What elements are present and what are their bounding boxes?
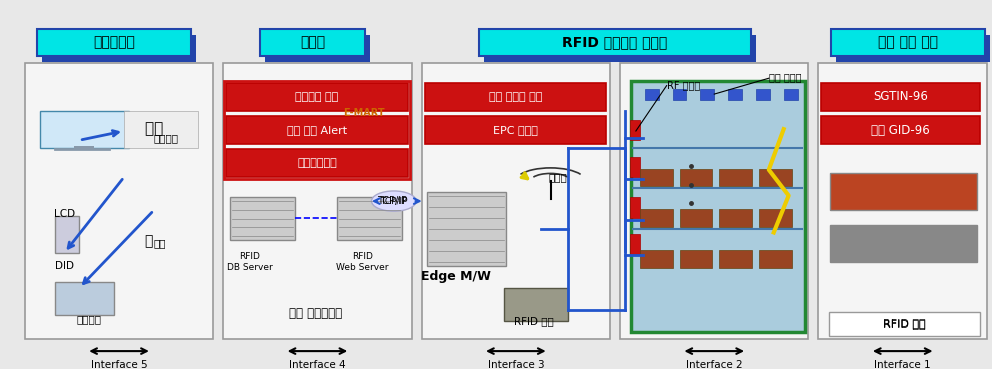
FancyBboxPatch shape <box>427 192 506 266</box>
FancyBboxPatch shape <box>40 111 129 148</box>
FancyBboxPatch shape <box>830 225 977 262</box>
FancyBboxPatch shape <box>818 63 987 339</box>
Text: EPC 필터링: EPC 필터링 <box>493 125 538 135</box>
FancyBboxPatch shape <box>756 89 770 100</box>
FancyBboxPatch shape <box>680 209 712 227</box>
FancyBboxPatch shape <box>124 111 198 148</box>
FancyBboxPatch shape <box>55 216 79 253</box>
Text: E-MART: E-MART <box>343 107 385 118</box>
FancyBboxPatch shape <box>55 282 114 315</box>
FancyBboxPatch shape <box>835 35 990 62</box>
FancyBboxPatch shape <box>483 35 756 62</box>
Text: 디스플레이: 디스플레이 <box>93 35 135 49</box>
FancyBboxPatch shape <box>719 169 752 186</box>
Text: 👩‍💻: 👩‍💻 <box>145 122 163 137</box>
Text: 응용 소프트웨어: 응용 소프트웨어 <box>289 307 342 320</box>
Text: DID: DID <box>55 261 74 271</box>
Text: Interface 4: Interface 4 <box>289 360 346 369</box>
FancyBboxPatch shape <box>620 63 808 339</box>
FancyBboxPatch shape <box>226 116 408 144</box>
FancyBboxPatch shape <box>422 63 610 339</box>
FancyBboxPatch shape <box>74 146 94 149</box>
Text: RFID 태그: RFID 태그 <box>884 319 926 329</box>
Text: TCP/IP: TCP/IP <box>377 196 407 206</box>
FancyBboxPatch shape <box>640 169 673 186</box>
Text: 선반상품 목록: 선반상품 목록 <box>296 92 338 102</box>
Text: 리더 스위칭 제어: 리더 스위칭 제어 <box>489 92 542 102</box>
FancyBboxPatch shape <box>630 157 640 177</box>
FancyBboxPatch shape <box>640 250 673 268</box>
Text: RFID 태그: RFID 태그 <box>884 318 926 328</box>
Text: RFID
DB Server: RFID DB Server <box>227 252 273 272</box>
Text: 관리 효율 Alert: 관리 효율 Alert <box>287 125 347 135</box>
Ellipse shape <box>371 191 417 211</box>
Text: 🧑: 🧑 <box>145 235 153 249</box>
FancyBboxPatch shape <box>719 250 752 268</box>
Text: 스마트폰: 스마트폰 <box>76 314 102 324</box>
FancyBboxPatch shape <box>680 250 712 268</box>
Text: Interface 2: Interface 2 <box>685 360 743 369</box>
Text: 매장직원: 매장직원 <box>154 133 179 144</box>
FancyBboxPatch shape <box>337 197 402 240</box>
FancyBboxPatch shape <box>226 83 408 111</box>
FancyBboxPatch shape <box>230 197 295 240</box>
FancyBboxPatch shape <box>266 35 369 62</box>
FancyBboxPatch shape <box>425 116 606 144</box>
FancyBboxPatch shape <box>478 29 752 56</box>
Text: 고객: 고객 <box>154 238 167 249</box>
FancyBboxPatch shape <box>645 89 659 100</box>
FancyBboxPatch shape <box>728 89 742 100</box>
Text: RFID
Web Server: RFID Web Server <box>336 252 388 272</box>
FancyBboxPatch shape <box>38 29 190 56</box>
FancyBboxPatch shape <box>25 63 213 339</box>
Text: Interface 3: Interface 3 <box>487 360 545 369</box>
FancyBboxPatch shape <box>630 197 640 218</box>
Text: RFID 전자선반 시스템: RFID 전자선반 시스템 <box>562 35 668 49</box>
Text: 상품상세정보: 상품상세정보 <box>297 158 337 168</box>
FancyBboxPatch shape <box>759 169 792 186</box>
Text: SGTIN-96: SGTIN-96 <box>873 90 929 103</box>
Text: Interface 1: Interface 1 <box>874 360 931 369</box>
FancyBboxPatch shape <box>830 173 977 210</box>
FancyBboxPatch shape <box>226 149 408 177</box>
FancyBboxPatch shape <box>719 209 752 227</box>
Text: TCP/IP: TCP/IP <box>380 197 408 206</box>
FancyBboxPatch shape <box>831 29 984 56</box>
FancyBboxPatch shape <box>673 89 686 100</box>
Text: LCD: LCD <box>54 209 75 219</box>
Text: 리더 안테나: 리더 안테나 <box>769 72 802 83</box>
FancyBboxPatch shape <box>700 89 714 100</box>
FancyBboxPatch shape <box>425 83 606 111</box>
FancyBboxPatch shape <box>821 83 980 111</box>
FancyBboxPatch shape <box>260 29 365 56</box>
Text: Edge M/W: Edge M/W <box>422 270 491 283</box>
FancyBboxPatch shape <box>821 116 980 144</box>
FancyBboxPatch shape <box>829 312 980 336</box>
FancyBboxPatch shape <box>640 209 673 227</box>
FancyBboxPatch shape <box>223 63 412 339</box>
FancyBboxPatch shape <box>504 288 568 321</box>
Text: 자체 GID-96: 자체 GID-96 <box>871 124 930 137</box>
Text: Interface 5: Interface 5 <box>90 360 148 369</box>
FancyBboxPatch shape <box>784 89 798 100</box>
FancyBboxPatch shape <box>680 169 712 186</box>
Text: RF 스위치: RF 스위치 <box>667 80 700 90</box>
Text: 육류 부착 태그: 육류 부착 태그 <box>878 35 937 49</box>
FancyBboxPatch shape <box>42 35 196 62</box>
Text: 무선랜: 무선랜 <box>549 172 566 182</box>
FancyBboxPatch shape <box>630 234 640 255</box>
FancyBboxPatch shape <box>631 81 805 332</box>
Text: 호스트: 호스트 <box>300 35 325 49</box>
FancyBboxPatch shape <box>759 250 792 268</box>
FancyBboxPatch shape <box>630 120 640 140</box>
FancyBboxPatch shape <box>759 209 792 227</box>
Text: RFID 리더: RFID 리더 <box>514 316 554 326</box>
